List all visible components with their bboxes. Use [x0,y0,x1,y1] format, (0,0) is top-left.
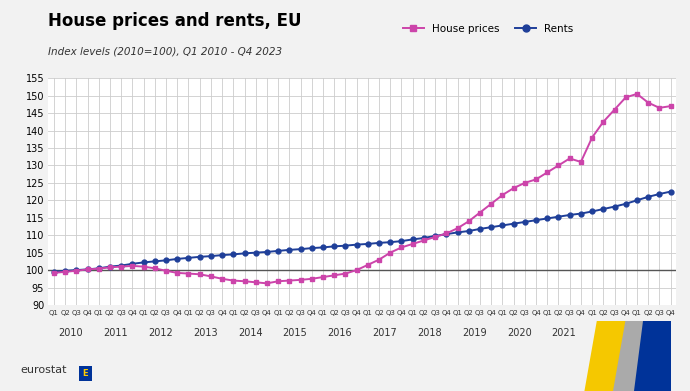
Text: 2019: 2019 [462,328,486,338]
Text: 2011: 2011 [104,328,128,338]
Text: 2014: 2014 [238,328,262,338]
Polygon shape [634,321,671,391]
Legend: House prices, Rents: House prices, Rents [399,20,578,38]
Text: E: E [83,369,88,378]
Text: 2013: 2013 [193,328,217,338]
Polygon shape [584,321,634,391]
Text: 2012: 2012 [148,328,172,338]
Polygon shape [613,321,653,391]
Text: 2022: 2022 [596,328,622,338]
Text: 2015: 2015 [283,328,307,338]
Text: 2021: 2021 [552,328,576,338]
Text: 2023: 2023 [642,328,666,338]
Text: 2010: 2010 [59,328,83,338]
Text: 2018: 2018 [417,328,442,338]
Text: House prices and rents, EU: House prices and rents, EU [48,12,302,30]
Text: Index levels (2010=100), Q1 2010 - Q4 2023: Index levels (2010=100), Q1 2010 - Q4 20… [48,47,282,57]
Text: eurostat: eurostat [21,365,67,375]
Text: 2016: 2016 [328,328,352,338]
Text: 2020: 2020 [507,328,531,338]
Text: 2017: 2017 [373,328,397,338]
